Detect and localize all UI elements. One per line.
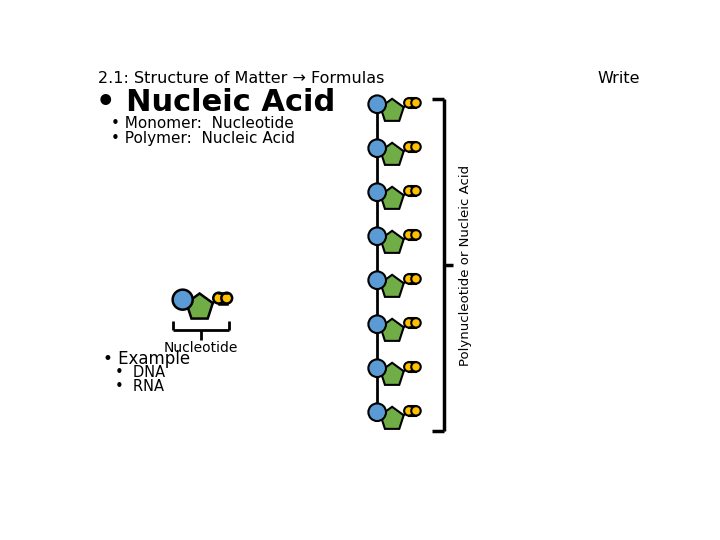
Bar [409, 232, 416, 238]
Circle shape [369, 184, 386, 201]
Circle shape [404, 98, 413, 107]
Text: Nucleotide: Nucleotide [163, 341, 238, 355]
Text: • Monomer:  Nucleotide: • Monomer: Nucleotide [111, 116, 294, 131]
Polygon shape [380, 231, 404, 253]
Circle shape [404, 186, 413, 195]
Text: Polynucleotide or Nucleic Acid: Polynucleotide or Nucleic Acid [459, 165, 472, 366]
Circle shape [404, 230, 413, 240]
Circle shape [369, 227, 386, 245]
Polygon shape [380, 363, 404, 385]
Circle shape [369, 360, 386, 377]
Polygon shape [380, 187, 404, 209]
Polygon shape [380, 275, 404, 297]
Polygon shape [186, 294, 213, 319]
Circle shape [404, 318, 413, 328]
Circle shape [221, 293, 232, 303]
Text: •  DNA: • DNA [115, 365, 165, 380]
Circle shape [404, 406, 413, 416]
Polygon shape [380, 143, 404, 165]
Circle shape [369, 403, 386, 421]
Text: 2.1: Structure of Matter → Formulas: 2.1: Structure of Matter → Formulas [98, 71, 384, 86]
Bar [409, 144, 416, 150]
Bar [219, 294, 227, 302]
Bar [409, 187, 416, 194]
Circle shape [404, 142, 413, 152]
Text: • Example: • Example [104, 350, 191, 368]
Circle shape [369, 272, 386, 289]
Circle shape [411, 318, 420, 328]
Bar [409, 275, 416, 282]
Circle shape [213, 293, 224, 303]
Circle shape [411, 98, 420, 107]
Circle shape [369, 139, 386, 157]
Circle shape [404, 362, 413, 372]
Text: Write: Write [598, 71, 640, 86]
Circle shape [369, 315, 386, 333]
Circle shape [369, 96, 386, 113]
Bar [409, 363, 416, 370]
Circle shape [411, 142, 420, 152]
Text: •  RNA: • RNA [115, 379, 164, 394]
Polygon shape [380, 99, 404, 121]
Bar [409, 320, 416, 326]
Bar [409, 408, 416, 414]
Circle shape [411, 274, 420, 284]
Circle shape [411, 406, 420, 416]
Circle shape [404, 274, 413, 284]
Circle shape [173, 289, 193, 309]
Polygon shape [380, 407, 404, 429]
Text: • Polymer:  Nucleic Acid: • Polymer: Nucleic Acid [111, 131, 295, 146]
Polygon shape [380, 319, 404, 341]
Circle shape [411, 186, 420, 195]
Text: • Nucleic Acid: • Nucleic Acid [96, 88, 335, 117]
Circle shape [411, 230, 420, 240]
Bar [409, 99, 416, 106]
Circle shape [411, 362, 420, 372]
